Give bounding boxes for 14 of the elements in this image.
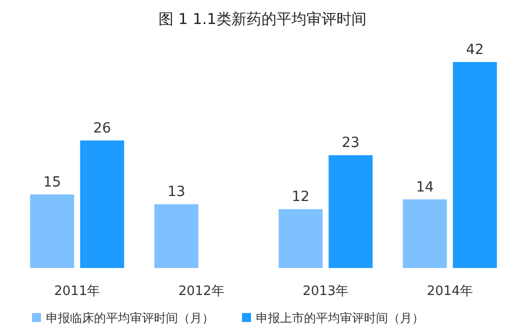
legend-label: 申报临床的平均审评时间（月） xyxy=(46,311,214,325)
data-label: 23 xyxy=(342,135,360,152)
x-tick-label: 2013年 xyxy=(302,284,349,299)
data-label: 12 xyxy=(292,189,310,206)
x-tick-label: 2011年 xyxy=(54,284,100,299)
data-label: 15 xyxy=(43,174,62,190)
x-tick-label: 2012年 xyxy=(178,284,224,299)
chart-title: 图 1 1.1类新药的平均审评时间 xyxy=(158,10,366,28)
data-label: 13 xyxy=(167,184,186,200)
data-label: 42 xyxy=(466,42,484,58)
x-tick-label: 2014年 xyxy=(426,284,473,299)
data-label: 14 xyxy=(416,179,434,196)
legend-label: 申报上市的平均审评时间（月） xyxy=(256,311,424,325)
data-label: 26 xyxy=(93,120,112,136)
